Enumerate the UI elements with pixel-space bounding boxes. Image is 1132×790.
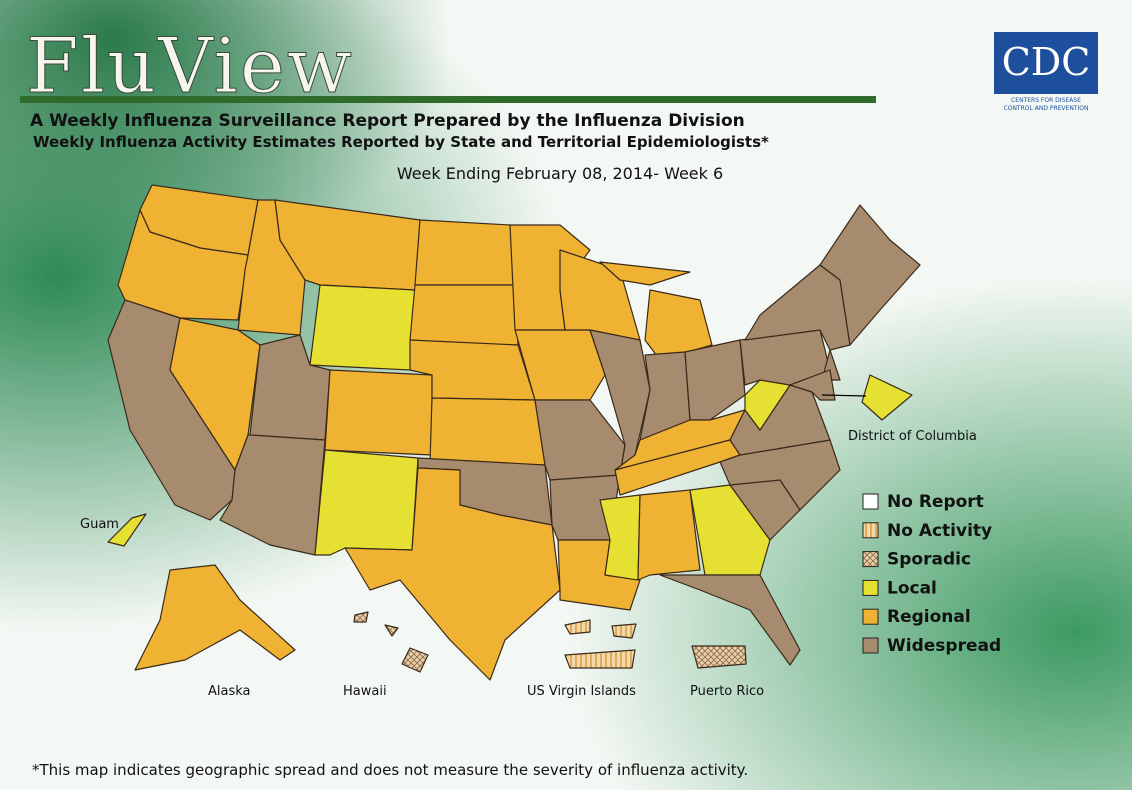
legend-label: Local: [887, 578, 937, 598]
logo-line: Control and Prevention: [1004, 105, 1089, 112]
puerto-rico: [691, 645, 747, 669]
week: Week Ending February 08, 2014- Week 6: [397, 164, 723, 183]
state: [819, 204, 921, 346]
state: [689, 484, 771, 576]
map-labels: District of Columbia Guam Alaska Hawaii …: [80, 429, 977, 699]
island: [353, 611, 369, 623]
island: [401, 647, 429, 673]
legend: No Report No Activity Sporadic Local Regiona…: [862, 492, 1001, 656]
legend-label: Widespread: [887, 636, 1001, 656]
subtitle: A Weekly Influenza Surveillance Report P…: [30, 111, 745, 131]
state: [789, 369, 836, 401]
state: [599, 494, 641, 581]
legend-swatch: [862, 551, 879, 568]
state: [659, 574, 801, 666]
logo-text: CDC: [1002, 40, 1091, 84]
label: Puerto Rico: [690, 684, 764, 699]
state: [309, 284, 416, 371]
logo-line: Centers for Disease: [1011, 97, 1081, 104]
state: [314, 449, 419, 556]
guam: [107, 513, 147, 547]
alaska: [134, 564, 296, 671]
title-bar: [20, 96, 876, 103]
legend-label: Sporadic: [887, 550, 971, 570]
virgin-islands: [611, 623, 637, 639]
state: [599, 261, 691, 286]
legend-label: No Activity: [887, 521, 992, 541]
label: Guam: [80, 517, 119, 532]
subtitle: Weekly Influenza Activity Estimates Repo…: [33, 133, 769, 151]
virgin-islands: [564, 649, 636, 669]
legend-swatch: [862, 637, 879, 654]
label: District of Columbia: [848, 429, 977, 444]
footnote: *This map indicates geographic spread an…: [32, 761, 748, 779]
state: [684, 339, 746, 421]
state: [344, 467, 561, 681]
state: [414, 219, 516, 286]
dc-inset: [861, 374, 913, 421]
legend-label: Regional: [887, 607, 971, 627]
state: [744, 379, 791, 431]
state: [637, 489, 701, 581]
dc-pointer: [821, 394, 867, 397]
island: [384, 624, 399, 637]
cdc-logo: CDC Centers for Disease Control and Prev…: [994, 32, 1098, 112]
state: [409, 284, 519, 346]
hawaii: [353, 611, 429, 673]
legend-swatch: [862, 579, 879, 596]
state: [117, 209, 249, 321]
label: Alaska: [208, 684, 251, 699]
legend-swatch: [862, 493, 879, 510]
state: [429, 397, 546, 466]
legend-label: No Report: [887, 492, 984, 512]
us-map: [107, 184, 921, 681]
state: [219, 434, 326, 556]
label: US Virgin Islands: [527, 684, 636, 699]
virgin-islands: [564, 619, 591, 635]
legend-swatch: [862, 522, 879, 539]
logo-box: [994, 32, 1098, 94]
title: FluView: [26, 21, 354, 110]
state: [324, 369, 433, 456]
legend-swatch: [862, 608, 879, 625]
label: Hawaii: [343, 684, 387, 699]
